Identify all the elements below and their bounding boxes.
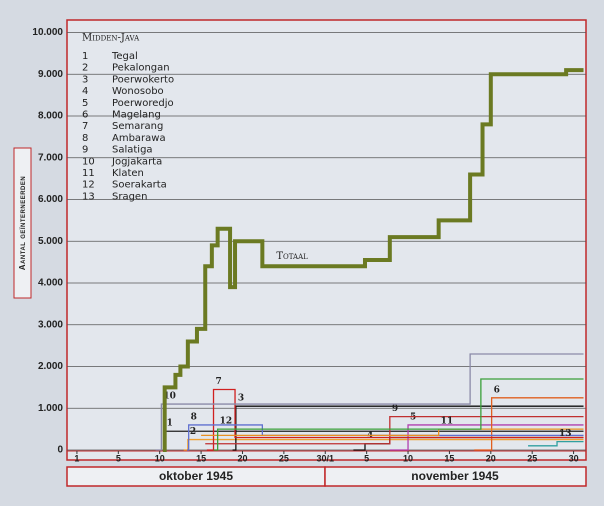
- chart-title: Midden-Java: [82, 33, 140, 44]
- series-label: 8: [191, 412, 197, 422]
- region-line: [155, 353, 584, 451]
- y-tick-label: 9.000: [38, 69, 63, 80]
- region-line: [528, 441, 584, 447]
- x-tick-label: 1: [74, 453, 79, 463]
- x-tick-label: 5: [364, 453, 369, 463]
- y-tick-label: 3.000: [38, 319, 63, 330]
- series-label: 5: [410, 412, 416, 422]
- series-label: 2: [190, 427, 196, 437]
- legend-number: 3: [82, 74, 88, 85]
- region-line: [201, 428, 584, 437]
- legend-name: Ambarawa: [112, 133, 166, 144]
- series-label: 13: [559, 429, 572, 439]
- x-tick-label: 30: [569, 453, 579, 463]
- legend-number: 7: [82, 121, 88, 132]
- legend-number: 10: [82, 156, 95, 167]
- region-line: [206, 388, 584, 451]
- legend-number: 6: [82, 110, 88, 121]
- legend-name: Semarang: [112, 121, 163, 132]
- legend-number: 2: [82, 63, 88, 74]
- series-label: 3: [238, 394, 244, 404]
- series-label: 11: [441, 417, 454, 427]
- legend-number: 9: [82, 145, 88, 156]
- x-tick-label: 15: [444, 453, 454, 463]
- legend-name: Pekalongan: [112, 63, 170, 74]
- x-tick-label: 15: [196, 453, 206, 463]
- plot-frame: [66, 19, 587, 461]
- series-label: 6: [494, 385, 500, 395]
- region-line: [474, 397, 584, 451]
- x-tick-label: 25: [279, 453, 289, 463]
- month-label: november 1945: [411, 469, 499, 483]
- y-tick-label: 8.000: [38, 111, 63, 122]
- y-tick-label: 10.000: [32, 27, 63, 38]
- x-tick-label: 10: [155, 453, 165, 463]
- legend-number: 12: [82, 180, 95, 191]
- series-label: 7: [216, 377, 222, 387]
- legend-name: Tegal: [111, 51, 138, 62]
- legend-name: Poerworedjo: [112, 98, 174, 109]
- legend-number: 1: [82, 51, 88, 62]
- region-line: [232, 405, 584, 451]
- y-tick-label: 2.000: [38, 361, 63, 372]
- legend-name: Wonosobo: [112, 86, 164, 97]
- region-line: [183, 438, 584, 451]
- y-tick-label: 1.000: [38, 403, 63, 414]
- y-tick-label: 6.000: [38, 194, 63, 205]
- y-tick-label: 4.000: [38, 278, 63, 289]
- x-tick-label: 5: [116, 453, 121, 463]
- total-label: Totaal: [276, 251, 308, 262]
- x-tick-label: 20: [237, 453, 247, 463]
- x-tick-label: 25: [527, 453, 537, 463]
- legend-name: Poerwokerto: [112, 74, 174, 85]
- y-tick-label: 0: [57, 445, 63, 456]
- total-line: [162, 68, 584, 452]
- legend-name: Jogjakarta: [111, 156, 162, 167]
- series-label: 10: [163, 392, 176, 402]
- month-box: [324, 466, 587, 487]
- legend-number: 4: [82, 86, 88, 97]
- series-label: 4: [367, 431, 373, 441]
- region-line: [213, 378, 584, 451]
- region-line: [205, 415, 584, 445]
- y-tick-label: 7.000: [38, 152, 63, 163]
- legend-number: 8: [82, 133, 88, 144]
- legend-number: 13: [82, 191, 95, 202]
- y-tick-label: 5.000: [38, 236, 63, 247]
- legend-name: Sragen: [112, 191, 147, 202]
- series-label: 1: [167, 419, 173, 429]
- x-tick-label: 10: [403, 453, 413, 463]
- legend-name: Soerakarta: [112, 180, 167, 191]
- legend-name: Klaten: [112, 168, 144, 179]
- x-tick-label: 20: [486, 453, 496, 463]
- x-tick-label: 30/1: [316, 453, 334, 463]
- series-label: 12: [220, 417, 233, 427]
- legend-name: Salatiga: [112, 145, 153, 156]
- legend-number: 5: [82, 98, 88, 109]
- series-label: 9: [392, 404, 398, 414]
- y-label-box: [13, 147, 32, 299]
- legend-number: 11: [82, 168, 95, 179]
- month-label: oktober 1945: [159, 469, 233, 483]
- y-axis-label: Aantal geïnterneerden: [18, 176, 27, 270]
- legend-name: Magelang: [112, 110, 161, 121]
